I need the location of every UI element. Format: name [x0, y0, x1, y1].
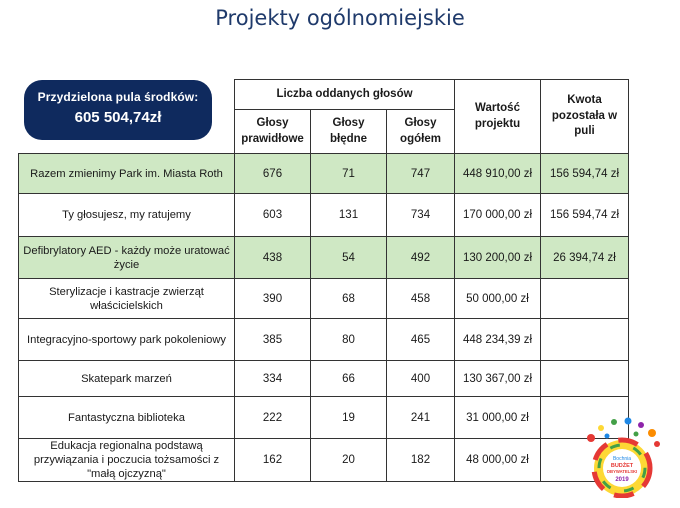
- project-value-cell: 130 200,00 zł: [454, 236, 541, 279]
- pool-badge: Przydzielona pula środków: 605 504,74zł: [24, 80, 212, 140]
- remaining-funds-cell: [540, 278, 629, 319]
- table-row: Sterylizacje i kastracje zwierząt właści…: [18, 278, 629, 319]
- project-name-cell: Edukacja regionalna podstawą przywiązani…: [18, 438, 235, 482]
- project-name-cell: Ty głosujesz, my ratujemy: [18, 193, 235, 237]
- table-row: Skatepark marzeń 334 66 400 130 367,00 zł: [18, 360, 629, 397]
- logo-text-2: BUDŻET: [611, 462, 634, 469]
- project-name-cell: Fantastyczna biblioteka: [18, 396, 235, 439]
- total-votes-cell: 465: [386, 318, 455, 361]
- total-header: Głosy ogółem: [386, 109, 455, 154]
- project-value-cell: 448 910,00 zł: [454, 153, 541, 194]
- table-row: Fantastyczna biblioteka 222 19 241 31 000,00…: [18, 396, 629, 439]
- table-row: Ty głosujesz, my ratujemy 603 131 734 170 00…: [18, 193, 629, 237]
- valid-votes-cell: 390: [234, 278, 311, 319]
- project-name-cell: Skatepark marzeń: [18, 360, 235, 397]
- invalid-votes-cell: 20: [310, 438, 387, 482]
- page-title: Projekty ogólnomiejskie: [215, 6, 465, 30]
- remaining-funds-cell: 156 594,74 zł: [540, 153, 629, 194]
- table-row: Edukacja regionalna podstawą przywiązani…: [18, 438, 629, 482]
- project-value-cell: 130 367,00 zł: [454, 360, 541, 397]
- remaining-funds-cell: [540, 318, 629, 361]
- project-name-cell: Sterylizacje i kastracje zwierząt właści…: [18, 278, 235, 319]
- logo-text-1: Bochnia: [613, 456, 631, 462]
- logo-confetti: [587, 417, 660, 447]
- valid-votes-cell: 385: [234, 318, 311, 361]
- remaining-funds-cell: 156 594,74 zł: [540, 193, 629, 237]
- budget-logo-icon: Bochnia BUDŻET OBYWATELSKI 2019: [587, 417, 660, 498]
- valid-votes-cell: 603: [234, 193, 311, 237]
- value-header: Wartość projektu: [454, 79, 541, 154]
- valid-votes-cell: 438: [234, 236, 311, 279]
- invalid-header: Głosy błędne: [310, 109, 387, 154]
- project-value-cell: 48 000,00 zł: [454, 438, 541, 482]
- valid-votes-cell: 222: [234, 396, 311, 439]
- pool-amount: 605 504,74zł: [74, 109, 162, 126]
- remaining-header: Kwota pozostała w puli: [540, 79, 629, 154]
- valid-votes-cell: 334: [234, 360, 311, 397]
- total-votes-cell: 400: [386, 360, 455, 397]
- valid-header: Głosy prawidłowe: [234, 109, 311, 154]
- total-votes-cell: 458: [386, 278, 455, 319]
- project-value-cell: 50 000,00 zł: [454, 278, 541, 319]
- project-value-cell: 448 234,39 zł: [454, 318, 541, 361]
- votes-table: Liczba oddanych głosów Wartość projektu …: [18, 79, 629, 482]
- valid-votes-cell: 676: [234, 153, 311, 194]
- project-name-cell: Integracyjno-sportowy park pokoleniowy: [18, 318, 235, 361]
- invalid-votes-cell: 19: [310, 396, 387, 439]
- table-row: Integracyjno-sportowy park pokoleniowy 38…: [18, 318, 629, 361]
- votes-group-header: Liczba oddanych głosów: [234, 79, 455, 110]
- project-value-cell: 170 000,00 zł: [454, 193, 541, 237]
- remaining-funds-cell: [540, 360, 629, 397]
- remaining-funds-cell: 26 394,74 zł: [540, 236, 629, 279]
- project-value-cell: 31 000,00 zł: [454, 396, 541, 439]
- total-votes-cell: 241: [386, 396, 455, 439]
- valid-votes-cell: 162: [234, 438, 311, 482]
- table-row: Defibrylatory AED - każdy może uratować …: [18, 236, 629, 279]
- invalid-votes-cell: 80: [310, 318, 387, 361]
- invalid-votes-cell: 66: [310, 360, 387, 397]
- project-name-cell: Razem zmienimy Park im. Miasta Roth: [18, 153, 235, 194]
- project-name-cell: Defibrylatory AED - każdy może uratować …: [18, 236, 235, 279]
- invalid-votes-cell: 71: [310, 153, 387, 194]
- table-row: Razem zmienimy Park im. Miasta Roth 676 71…: [18, 153, 629, 194]
- pool-label: Przydzielona pula środków:: [37, 90, 199, 104]
- invalid-votes-cell: 68: [310, 278, 387, 319]
- logo-text-4: 2019: [615, 477, 629, 483]
- invalid-votes-cell: 131: [310, 193, 387, 237]
- total-votes-cell: 492: [386, 236, 455, 279]
- invalid-votes-cell: 54: [310, 236, 387, 279]
- logo-text-3: OBYWATELSKI: [607, 469, 637, 474]
- total-votes-cell: 747: [386, 153, 455, 194]
- total-votes-cell: 734: [386, 193, 455, 237]
- total-votes-cell: 182: [386, 438, 455, 482]
